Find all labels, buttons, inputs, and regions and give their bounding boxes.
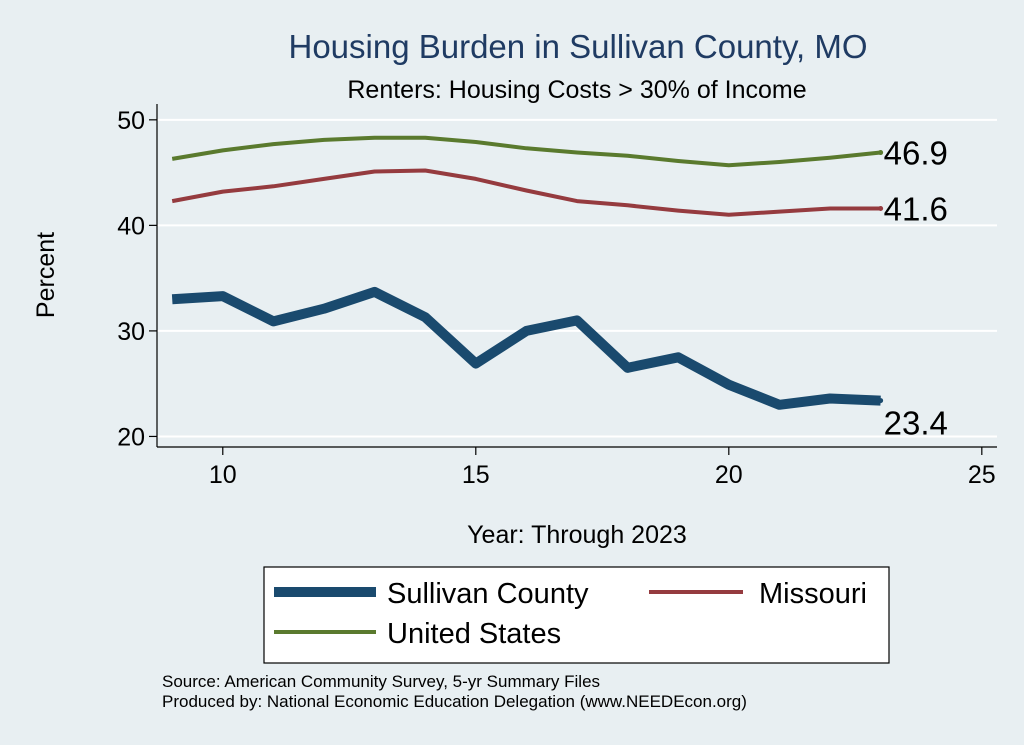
series-end-point-sullivan-county	[878, 398, 884, 404]
series-line-united-states	[171, 135, 881, 168]
legend: Sullivan County Missouri United States	[263, 566, 890, 664]
x-tick-label: 10	[209, 461, 237, 489]
produced-note: Produced by: National Economic Education…	[162, 692, 747, 711]
legend-label-us: United States	[387, 618, 561, 650]
y-tick-label: 20	[117, 423, 145, 451]
x-tick-label: 25	[968, 461, 996, 489]
axes	[156, 104, 997, 448]
plot-area	[157, 104, 997, 447]
chart-subtitle: Renters: Housing Costs > 30% of Income	[347, 76, 806, 104]
end-label-united-states: 46.9	[884, 135, 948, 172]
legend-label-missouri: Missouri	[759, 578, 867, 610]
y-axis-title: Percent	[32, 232, 60, 318]
x-tick-label: 15	[462, 461, 490, 489]
chart-title: Housing Burden in Sullivan County, MO	[288, 28, 867, 65]
ticks: 20 30 40 50 10 15 20 25	[117, 107, 996, 489]
y-tick-label: 40	[117, 212, 145, 240]
x-tick-label: 20	[715, 461, 743, 489]
end-label-sullivan-county: 23.4	[884, 405, 948, 442]
series-end-point-united-states	[878, 150, 884, 156]
series-end-point-missouri	[878, 205, 884, 211]
end-labels: 23.4 41.6 46.9	[884, 135, 948, 442]
source-note: Source: American Community Survey, 5-yr …	[162, 672, 601, 691]
y-tick-label: 30	[117, 318, 145, 346]
legend-box	[263, 566, 890, 664]
series-line-sullivan-county	[171, 286, 881, 410]
series	[171, 135, 884, 410]
grid	[157, 118, 997, 438]
x-axis-title: Year: Through 2023	[467, 521, 687, 549]
end-label-missouri: 41.6	[884, 190, 948, 227]
legend-label-sullivan: Sullivan County	[387, 578, 589, 610]
y-tick-label: 50	[117, 107, 145, 135]
series-line-missouri	[171, 168, 881, 217]
